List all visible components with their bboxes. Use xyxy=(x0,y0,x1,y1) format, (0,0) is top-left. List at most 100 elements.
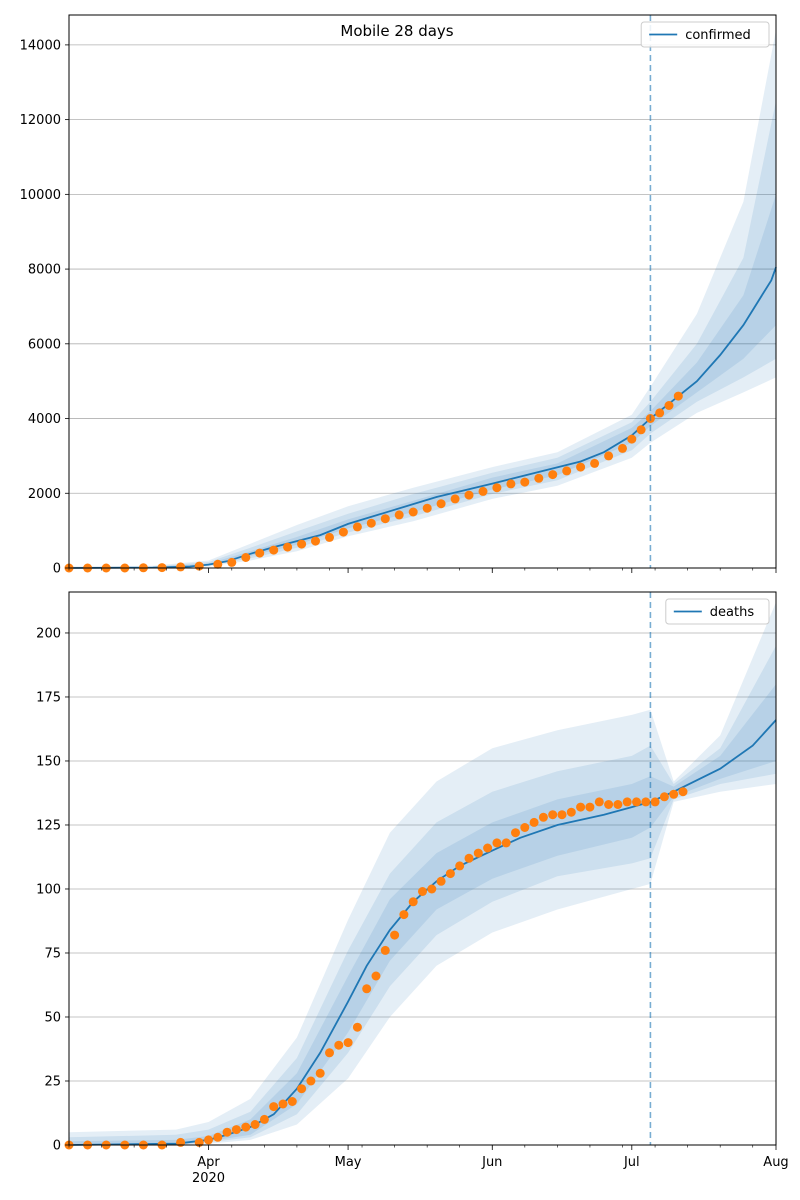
deaths-y-tick-label: 175 xyxy=(36,690,61,705)
deaths-observed-point xyxy=(501,838,511,848)
deaths-legend-label: deaths xyxy=(710,605,755,620)
deaths-observed-point xyxy=(315,1068,325,1078)
confirmed-observed-point xyxy=(338,527,348,537)
x-tick-label: May xyxy=(335,1155,362,1170)
deaths-observed-point xyxy=(250,1120,260,1129)
confirmed-observed-point xyxy=(618,443,627,453)
deaths-observed-point xyxy=(576,802,586,812)
deaths-observed-point xyxy=(222,1127,232,1137)
confirmed-observed-point xyxy=(604,451,614,461)
deaths-observed-point xyxy=(659,792,669,802)
deaths-observed-point xyxy=(455,861,465,871)
confirmed-y-tick-label: 14000 xyxy=(20,38,61,53)
confirmed-observed-point xyxy=(269,545,279,555)
confirmed-model-line xyxy=(68,266,777,569)
deaths-observed-point xyxy=(520,823,530,832)
x-tick-label: Aug xyxy=(763,1155,788,1170)
confirmed-legend-box xyxy=(640,21,770,48)
deaths-observed-point xyxy=(390,930,400,940)
confirmed-uncertainty-band xyxy=(69,29,776,568)
confirmed-observed-point xyxy=(576,462,586,472)
deaths-y-tick-label: 75 xyxy=(44,946,61,961)
x-tick-label: Apr xyxy=(197,1155,220,1170)
deaths-observed-point xyxy=(278,1099,288,1109)
confirmed-observed-point xyxy=(241,553,251,562)
confirmed-observed-point xyxy=(450,494,460,504)
deaths-observed-point xyxy=(678,787,688,797)
deaths-observed-point xyxy=(529,817,539,827)
deaths-observed-point xyxy=(436,876,446,886)
deaths-observed-point xyxy=(650,797,660,807)
deaths-axes-frame xyxy=(68,591,777,1146)
confirmed-observed-point xyxy=(394,510,404,520)
deaths-y-tick-label: 125 xyxy=(36,818,61,833)
deaths-observed-point xyxy=(548,810,558,820)
deaths-observed-point xyxy=(176,1137,186,1147)
confirmed-uncertainty-bands xyxy=(69,29,776,569)
deaths-observed-point xyxy=(445,869,455,879)
confirmed-observed-point xyxy=(422,503,432,513)
confirmed-observed-point xyxy=(380,514,390,524)
confirmed-observed-point xyxy=(506,479,516,489)
deaths-legend-box xyxy=(665,598,770,625)
confirmed-axes-frame xyxy=(68,14,777,569)
deaths-observed-point xyxy=(352,1022,362,1032)
deaths-y-tick-label: 100 xyxy=(36,882,61,897)
confirmed-panel: 0 2000 4000 6000 8000 10000 12000 14000 Mobile … xyxy=(20,14,777,577)
deaths-y-tick-label: 200 xyxy=(36,626,61,641)
deaths-observed-point xyxy=(632,797,641,807)
confirmed-observed-point xyxy=(492,483,502,493)
deaths-observed-point xyxy=(306,1076,316,1086)
deaths-observed-point xyxy=(613,800,623,809)
deaths-y-tick-label: 25 xyxy=(44,1074,61,1089)
deaths-observed-point xyxy=(371,971,381,981)
confirmed-observed-point xyxy=(636,425,646,435)
deaths-observed-points xyxy=(64,787,688,1150)
deaths-observed-point xyxy=(464,853,474,863)
deaths-observed-point xyxy=(585,802,595,812)
confirmed-y-tick-label: 4000 xyxy=(28,412,61,427)
chart-title: Mobile 28 days xyxy=(340,22,453,40)
deaths-observed-point xyxy=(594,797,604,807)
deaths-uncertainty-band xyxy=(69,602,776,1145)
deaths-observed-point xyxy=(380,945,390,955)
deaths-gridlines xyxy=(69,632,776,1082)
deaths-observed-point xyxy=(566,807,576,817)
confirmed-observed-point xyxy=(227,557,237,567)
confirmed-observed-point xyxy=(311,536,320,546)
deaths-observed-point xyxy=(511,828,520,838)
deaths-observed-point xyxy=(297,1084,307,1094)
confirmed-observed-point xyxy=(520,477,530,487)
confirmed-observed-point xyxy=(408,507,418,517)
confirmed-uncertainty-band xyxy=(69,100,776,569)
deaths-observed-point xyxy=(287,1097,297,1106)
confirmed-y-tick-label: 8000 xyxy=(28,263,61,278)
confirmed-legend-label: confirmed xyxy=(685,28,751,43)
x-tick-label: Jun xyxy=(481,1155,502,1170)
confirmed-observed-point xyxy=(664,401,674,410)
x-tick-label: Jul xyxy=(623,1155,640,1170)
confirmed-observed-points xyxy=(64,391,683,573)
deaths-observed-point xyxy=(399,910,409,920)
deaths-y-tick-label: 0 xyxy=(53,1139,61,1154)
confirmed-observed-point xyxy=(590,458,600,468)
confirmed-observed-point xyxy=(366,518,376,528)
confirmed-observed-point xyxy=(673,391,683,401)
confirmed-y-tick-label: 12000 xyxy=(20,113,61,128)
deaths-observed-point xyxy=(641,797,651,807)
confirmed-observed-point xyxy=(562,466,572,476)
confirmed-axes: 0 2000 4000 6000 8000 10000 12000 14000 xyxy=(20,14,777,577)
deaths-observed-point xyxy=(325,1048,334,1058)
deaths-observed-point xyxy=(538,812,548,822)
deaths-observed-point xyxy=(418,887,427,896)
deaths-observed-point xyxy=(483,843,493,853)
confirmed-observed-point xyxy=(436,499,446,509)
deaths-observed-point xyxy=(622,797,632,807)
confirmed-y-tick-label: 2000 xyxy=(28,487,61,502)
confirmed-observed-point xyxy=(655,408,665,418)
confirmed-y-tick-label: 0 xyxy=(53,562,61,577)
deaths-observed-point xyxy=(259,1114,269,1124)
deaths-observed-point xyxy=(334,1040,344,1050)
